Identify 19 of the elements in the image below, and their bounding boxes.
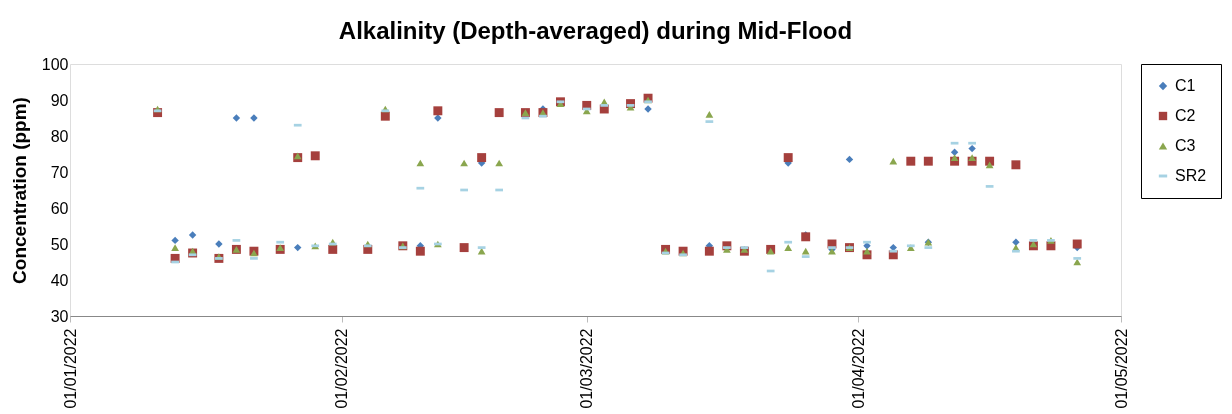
x-tick-label: 01/01/2022 [61, 328, 79, 409]
y-tick-label: 40 [50, 271, 69, 289]
x-tick-label: 01/05/2022 [1112, 328, 1130, 409]
x-tick-label: 01/04/2022 [849, 328, 867, 409]
chart-title: Alkalinity (Depth-averaged) during Mid-Flood [338, 17, 853, 44]
y-tick-label: 70 [50, 163, 69, 181]
legend-label: C2 [1175, 107, 1196, 124]
x-tick-label: 01/02/2022 [333, 328, 351, 409]
y-tick-label: 60 [50, 199, 69, 217]
legend-label: C3 [1175, 137, 1196, 154]
legend-label: C1 [1175, 77, 1196, 94]
x-tick-label: 01/03/2022 [578, 328, 596, 409]
y-tick-label: 100 [41, 55, 69, 73]
y-tick-label: 90 [50, 91, 69, 109]
y-tick-label: 80 [50, 127, 69, 145]
legend-label: SR2 [1175, 167, 1207, 184]
y-axis-title: Concentration (ppm) [8, 97, 30, 284]
y-tick-label: 50 [50, 235, 69, 253]
y-tick-label: 30 [50, 307, 69, 325]
